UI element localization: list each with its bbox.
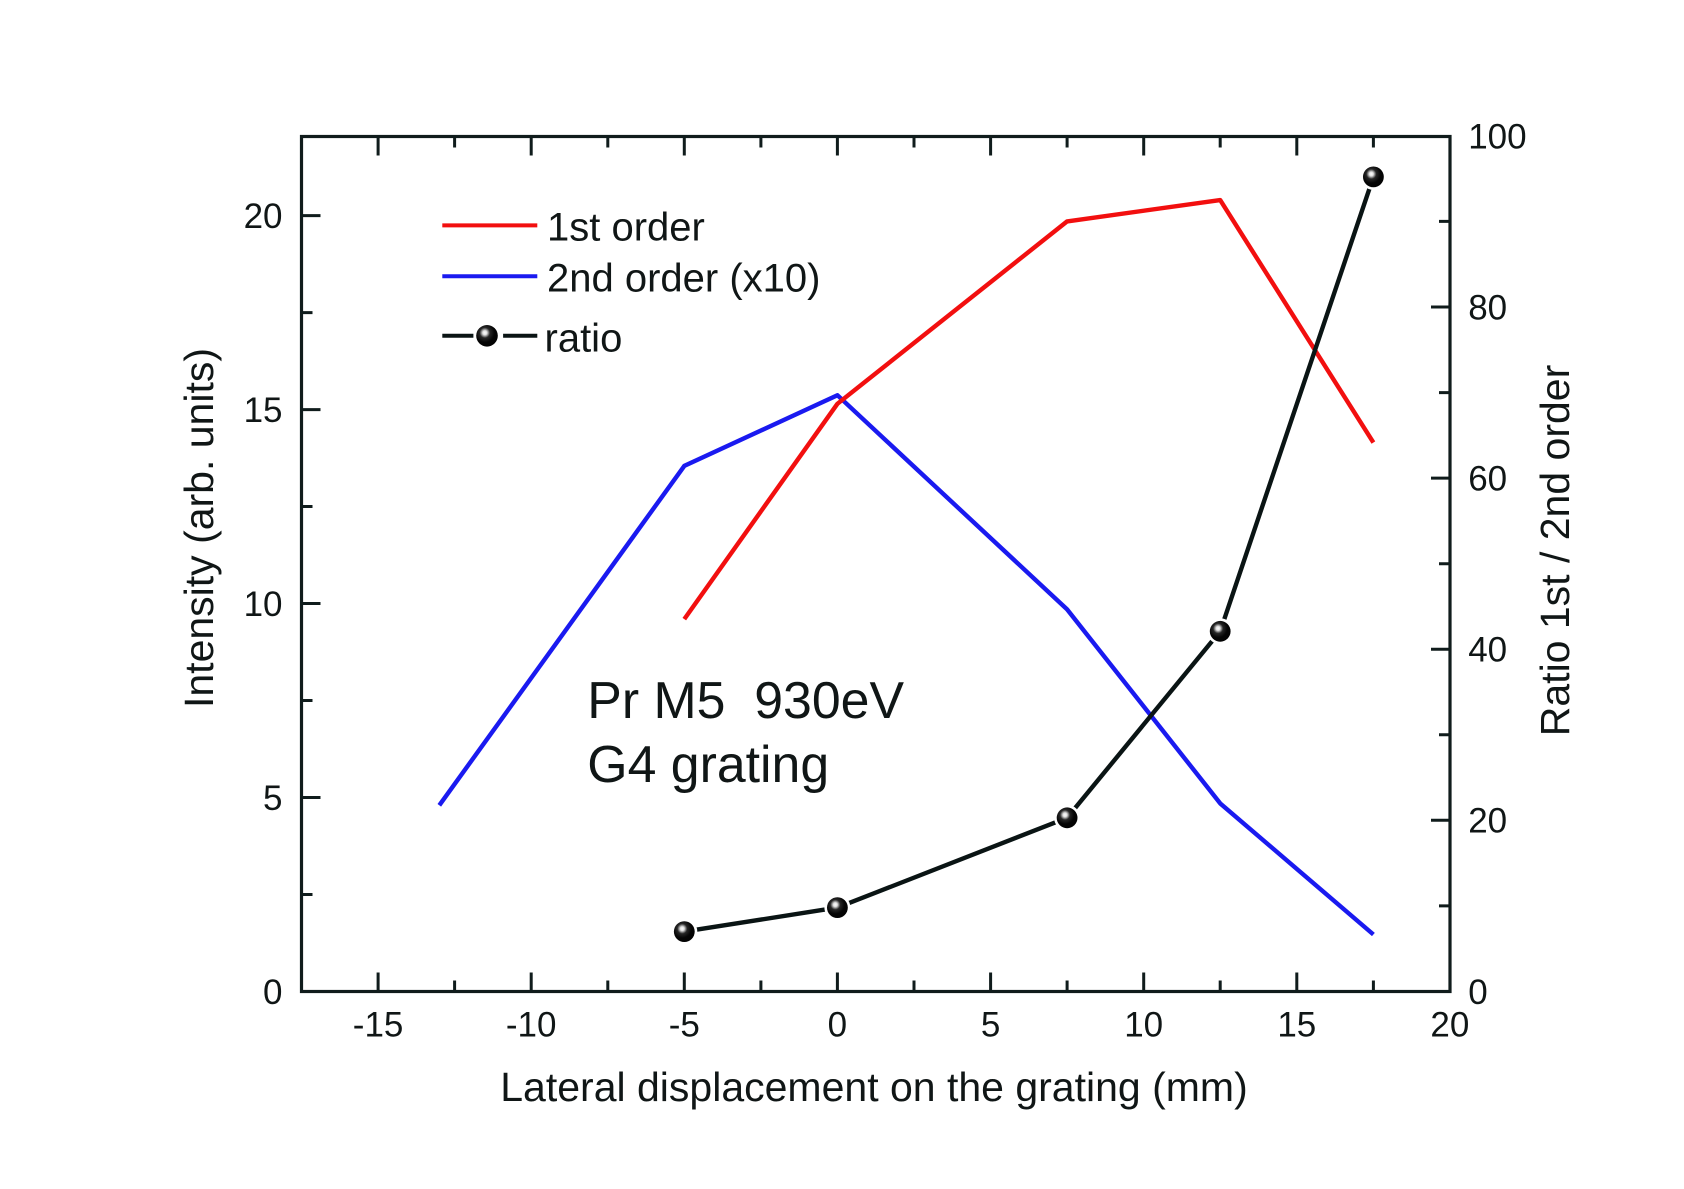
svg-text:Intensity (arb. units): Intensity (arb. units) (176, 348, 222, 708)
svg-text:Pr M5 930eV: Pr M5 930eV (587, 671, 904, 729)
svg-text:0: 0 (1468, 973, 1487, 1012)
svg-text:20: 20 (1468, 802, 1507, 841)
svg-text:5: 5 (263, 779, 282, 818)
svg-text:40: 40 (1468, 631, 1507, 670)
svg-text:5: 5 (981, 1006, 1000, 1045)
svg-text:10: 10 (1124, 1006, 1163, 1045)
svg-text:-5: -5 (669, 1006, 700, 1045)
svg-text:15: 15 (1277, 1006, 1316, 1045)
svg-text:2nd order (x10): 2nd order (x10) (547, 256, 820, 300)
svg-text:Ratio 1st / 2nd order: Ratio 1st / 2nd order (1532, 365, 1578, 736)
svg-text:1st order: 1st order (547, 206, 705, 250)
svg-text:0: 0 (828, 1006, 847, 1045)
svg-text:15: 15 (244, 391, 283, 430)
svg-text:80: 80 (1468, 288, 1507, 327)
svg-text:60: 60 (1468, 460, 1507, 499)
svg-text:Lateral displacement on the gr: Lateral displacement on the grating (mm) (500, 1064, 1247, 1110)
svg-text:-10: -10 (506, 1006, 557, 1045)
svg-text:0: 0 (263, 973, 282, 1012)
svg-text:G4 grating: G4 grating (587, 735, 829, 793)
svg-text:20: 20 (1430, 1006, 1469, 1045)
svg-text:-15: -15 (353, 1006, 404, 1045)
svg-text:100: 100 (1468, 117, 1526, 156)
svg-text:20: 20 (244, 197, 283, 236)
svg-text:ratio: ratio (545, 316, 623, 360)
svg-text:10: 10 (244, 585, 283, 624)
